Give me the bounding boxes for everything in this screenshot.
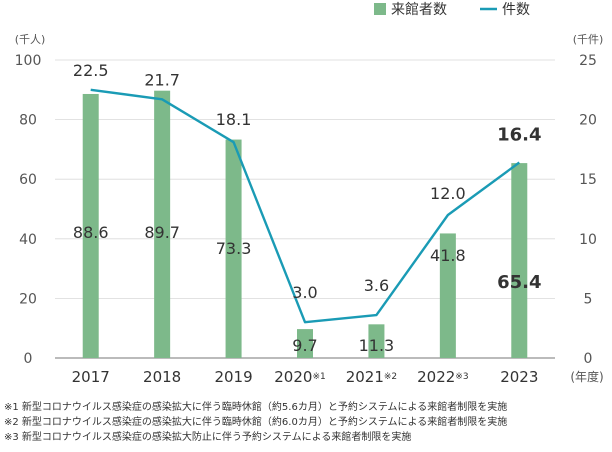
x-tick-label-2021: 2021※2: [346, 368, 397, 386]
bar-2017: [82, 93, 99, 359]
line-value-label: 16.4: [497, 125, 541, 146]
bar-value-label: 89.7: [144, 223, 180, 242]
left-tick-label: 40: [19, 232, 37, 248]
x-tick-label-2022: 2022※3: [417, 368, 468, 386]
right-tick-label: 10: [579, 232, 597, 248]
bar-value-label: 9.7: [292, 336, 317, 355]
right-tick-label: 25: [579, 53, 597, 69]
x-tick-label-2017: 2017: [72, 368, 110, 386]
x-axis-unit: (年度): [570, 369, 603, 384]
x-tick-label-2023: 2023: [500, 368, 538, 386]
line-value-label: 3.0: [292, 283, 317, 302]
line-value-label: 21.7: [144, 70, 180, 89]
left-axis-unit: (千人): [15, 33, 46, 46]
line-value-label: 3.6: [364, 276, 389, 295]
data-labels: 22.5 21.7 18.1 3.0 3.6 12.0 16.4 88.6 89.7 73.3 9.…: [73, 61, 542, 355]
footnote-2: ※2 新型コロナウイルス感染症の感染拡大に伴う臨時休館（約6.0カ月）と予約シス…: [4, 417, 508, 428]
bar-2021: [368, 324, 385, 358]
footnotes: ※1 新型コロナウイルス感染症の感染拡大に伴う臨時休館（約5.6カ月）と予約シス…: [4, 400, 608, 445]
bar-2022: [439, 233, 456, 358]
legend-label-count: 件数: [502, 2, 530, 18]
x-tick-label-2019: 2019: [214, 368, 252, 386]
line-value-label: 18.1: [216, 110, 252, 129]
bar-2019: [225, 139, 242, 358]
right-tick-label: 5: [584, 291, 593, 307]
x-tick-label-2018: 2018: [143, 368, 181, 386]
bar-value-label: 41.8: [430, 246, 466, 265]
line-series-count: [90, 88, 521, 324]
right-tick-label: 20: [579, 113, 597, 129]
left-tick-label: 80: [19, 113, 37, 129]
bar-2018: [154, 90, 171, 358]
bar-value-label: 73.3: [216, 239, 252, 258]
bar-value-label: 88.6: [73, 223, 109, 242]
footnote-1: ※1 新型コロナウイルス感染症の感染拡大に伴う臨時休館（約5.6カ月）と予約シス…: [4, 402, 508, 413]
left-tick-label: 20: [19, 291, 37, 307]
left-tick-label: 0: [24, 351, 33, 367]
right-tick-label: 15: [579, 172, 597, 188]
bar-value-label: 65.4: [497, 272, 541, 293]
axes: 0 20 40 60 80 100 0 5 10 15 20 25 (千人) (千件) (年度) 2017 20…: [15, 33, 604, 386]
x-tick-label-2020: 2020※1: [274, 368, 325, 386]
right-tick-label: 0: [584, 351, 593, 367]
left-tick-label: 60: [19, 172, 37, 188]
legend: 来館者数 件数: [374, 1, 530, 18]
right-axis-unit: (千件): [573, 33, 604, 46]
bar-2020: [297, 329, 313, 358]
legend-label-visitors: 来館者数: [391, 1, 447, 18]
bar-series-visitors: [82, 90, 528, 359]
footnote-3: ※3 新型コロナウイルス感染症の感染拡大防止に伴う予約システムによる来館者制限を…: [4, 432, 412, 443]
combo-chart: 22.5 21.7 18.1 3.0 3.6 12.0 16.4 88.6 89.7 73.3 9.…: [15, 1, 604, 386]
legend-swatch-visitors: [374, 3, 386, 15]
line-value-label: 22.5: [73, 61, 109, 80]
left-tick-label: 100: [15, 53, 42, 69]
line-value-label: 12.0: [430, 184, 466, 203]
bar-value-label: 11.3: [359, 336, 395, 355]
bar-2023: [511, 163, 528, 358]
gridlines: [55, 59, 555, 359]
